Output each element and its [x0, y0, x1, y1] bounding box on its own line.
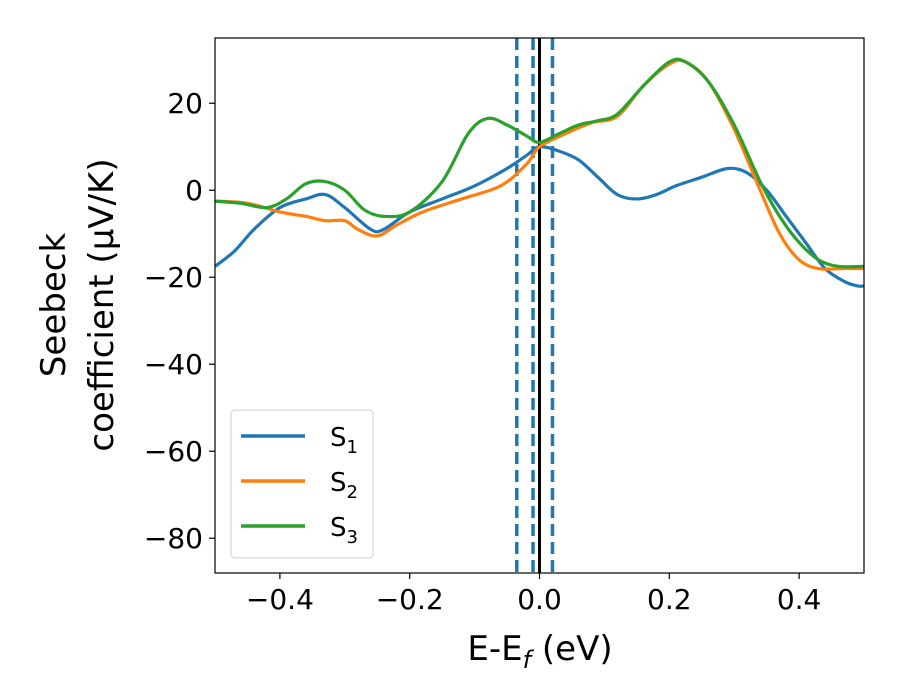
series-line-s2 [215, 58, 864, 271]
y-tick-label: −40 [144, 348, 203, 381]
x-axis-label-main: E-E [467, 629, 522, 669]
legend-label-s3: S3 [330, 513, 358, 548]
legend-label-s1: S1 [330, 423, 358, 458]
x-axis-label: E-Ef (eV) [467, 629, 612, 674]
y-tick-label: 0 [185, 174, 203, 207]
x-tick-label: 0.0 [517, 583, 562, 616]
legend-box [230, 409, 374, 559]
y-tick-label: −80 [144, 522, 203, 555]
reference-lines [515, 38, 555, 573]
x-tick-label: 0.2 [647, 583, 692, 616]
series-line-s1 [215, 145, 864, 288]
y-tick-label: −20 [144, 261, 203, 294]
x-tick-label: −0.2 [376, 583, 444, 616]
y-axis-label-line2: coefficient (μV/K) [82, 158, 122, 451]
legend: S1 S2 S3 [230, 409, 374, 559]
legend-label-s2: S2 [330, 468, 358, 503]
x-tick-label: −0.4 [246, 583, 314, 616]
series-line-s3 [215, 57, 864, 269]
y-axis: −80 −60 −40 −20 0 20 [144, 87, 215, 555]
x-tick-label: 0.4 [777, 583, 822, 616]
x-axis: −0.4 −0.2 0.0 0.2 0.4 [246, 573, 821, 616]
y-tick-label: 20 [167, 87, 203, 120]
series-layer [215, 57, 864, 288]
y-axis-label-line1: Seebeck [34, 233, 74, 378]
x-axis-label-tail: (eV) [531, 629, 613, 669]
y-tick-label: −60 [144, 435, 203, 468]
y-axis-label: Seebeck coefficient (μV/K) [34, 158, 122, 451]
